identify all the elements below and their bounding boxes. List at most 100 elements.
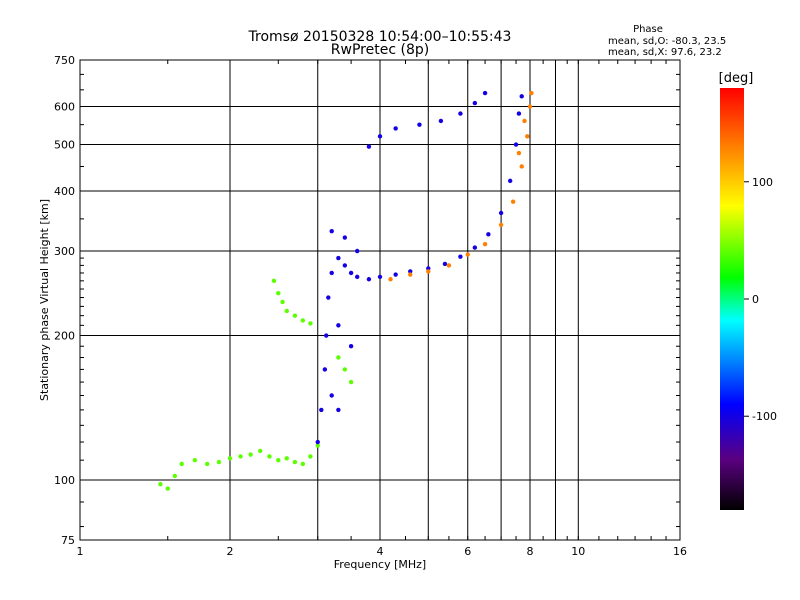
- data-point: [438, 118, 444, 124]
- data-point: [465, 252, 470, 257]
- x-tick-label: 4: [377, 545, 384, 558]
- data-point: [472, 100, 478, 106]
- colorbar-ticks: 100 0 -100: [744, 176, 777, 423]
- x-tick-label: 2: [227, 545, 234, 558]
- colorbar: [720, 88, 744, 510]
- y-tick-label: 75: [61, 534, 75, 547]
- y-tick-label: 600: [54, 101, 75, 114]
- data-point: [393, 272, 398, 277]
- data-point: [179, 461, 184, 467]
- data-point: [426, 266, 431, 271]
- data-point: [319, 407, 324, 413]
- colorbar-tick-label: 0: [752, 293, 759, 306]
- data-point: [417, 122, 422, 127]
- data-point: [408, 272, 413, 277]
- data-point: [458, 111, 463, 116]
- data-point: [324, 333, 329, 338]
- data-point: [158, 482, 163, 487]
- data-point: [348, 270, 354, 276]
- data-point: [426, 269, 431, 274]
- data-point: [458, 254, 463, 259]
- stats-x-line: mean, sd,X: 97.6, 23.2: [608, 47, 722, 58]
- data-point: [276, 291, 281, 296]
- stats-header: Phase: [633, 24, 663, 35]
- data-point: [510, 199, 516, 204]
- data-point: [276, 457, 281, 463]
- data-point: [284, 456, 289, 461]
- data-point: [308, 454, 313, 459]
- data-points: [158, 90, 534, 491]
- data-point: [280, 299, 285, 305]
- data-point: [482, 90, 488, 96]
- data-point: [377, 274, 383, 280]
- data-point: [315, 443, 320, 448]
- y-tick-label: 500: [54, 139, 75, 152]
- data-point: [342, 235, 348, 240]
- data-point: [336, 255, 341, 261]
- data-point: [516, 111, 522, 116]
- x-tick-label: 16: [673, 545, 687, 558]
- data-point: [366, 277, 372, 282]
- x-axis-title: Frequency [MHz]: [334, 558, 426, 571]
- data-point: [522, 118, 527, 124]
- data-point: [300, 318, 306, 323]
- data-point: [322, 367, 328, 372]
- data-point: [348, 344, 354, 349]
- data-point: [516, 150, 522, 156]
- y-tick-label: 400: [54, 185, 75, 198]
- data-point: [326, 295, 331, 300]
- data-point: [271, 278, 277, 284]
- data-point: [529, 90, 534, 96]
- chart-title: Tromsø 20150328 10:54:00–10:55:43: [248, 29, 512, 45]
- data-point: [342, 263, 348, 268]
- y-tick-label: 200: [54, 330, 75, 343]
- y-tick-label: 100: [54, 474, 75, 487]
- stats-o-line: mean, sd,O: -80.3, 23.5: [608, 36, 726, 47]
- data-point: [377, 134, 383, 139]
- data-point: [472, 245, 478, 250]
- data-point: [348, 379, 354, 385]
- data-point: [498, 210, 504, 216]
- data-point: [292, 459, 298, 465]
- data-point: [292, 313, 298, 318]
- data-point: [329, 393, 334, 398]
- data-point: [308, 321, 313, 326]
- x-tick-labels: 1 2 4 6 8 10 16: [77, 545, 688, 558]
- x-tick-label: 10: [571, 545, 585, 558]
- data-point: [336, 323, 341, 328]
- data-point: [482, 241, 488, 247]
- x-tick-label: 6: [464, 545, 471, 558]
- data-point: [248, 452, 253, 457]
- data-point: [498, 222, 504, 228]
- chart-subtitle: RwPretec (8p): [331, 42, 429, 58]
- data-point: [165, 486, 170, 491]
- data-point: [507, 178, 513, 184]
- data-point: [227, 456, 233, 461]
- data-point: [366, 144, 372, 149]
- gridlines: [79, 59, 681, 541]
- x-tick-label: 1: [77, 545, 84, 558]
- data-point: [238, 454, 243, 459]
- colorbar-label: [deg]: [719, 71, 754, 86]
- data-point: [446, 263, 452, 268]
- data-point: [388, 277, 393, 282]
- data-point: [267, 454, 272, 459]
- data-point: [336, 355, 341, 360]
- axis-ticks: [79, 60, 681, 540]
- data-point: [216, 459, 222, 465]
- data-point: [336, 407, 341, 413]
- data-point: [204, 461, 210, 467]
- colorbar-tick-label: -100: [752, 410, 777, 423]
- y-axis-title: Stationary phase Virtual Height [km]: [38, 199, 51, 401]
- x-tick-label: 8: [527, 545, 534, 558]
- data-point: [354, 274, 360, 280]
- data-point: [519, 164, 524, 169]
- data-point: [408, 269, 413, 274]
- data-point: [284, 308, 289, 314]
- data-point: [525, 134, 530, 139]
- data-point: [258, 448, 263, 454]
- y-tick-label: 750: [54, 54, 75, 67]
- y-tick-label: 300: [54, 245, 75, 258]
- data-point: [192, 457, 198, 463]
- data-point: [172, 473, 178, 479]
